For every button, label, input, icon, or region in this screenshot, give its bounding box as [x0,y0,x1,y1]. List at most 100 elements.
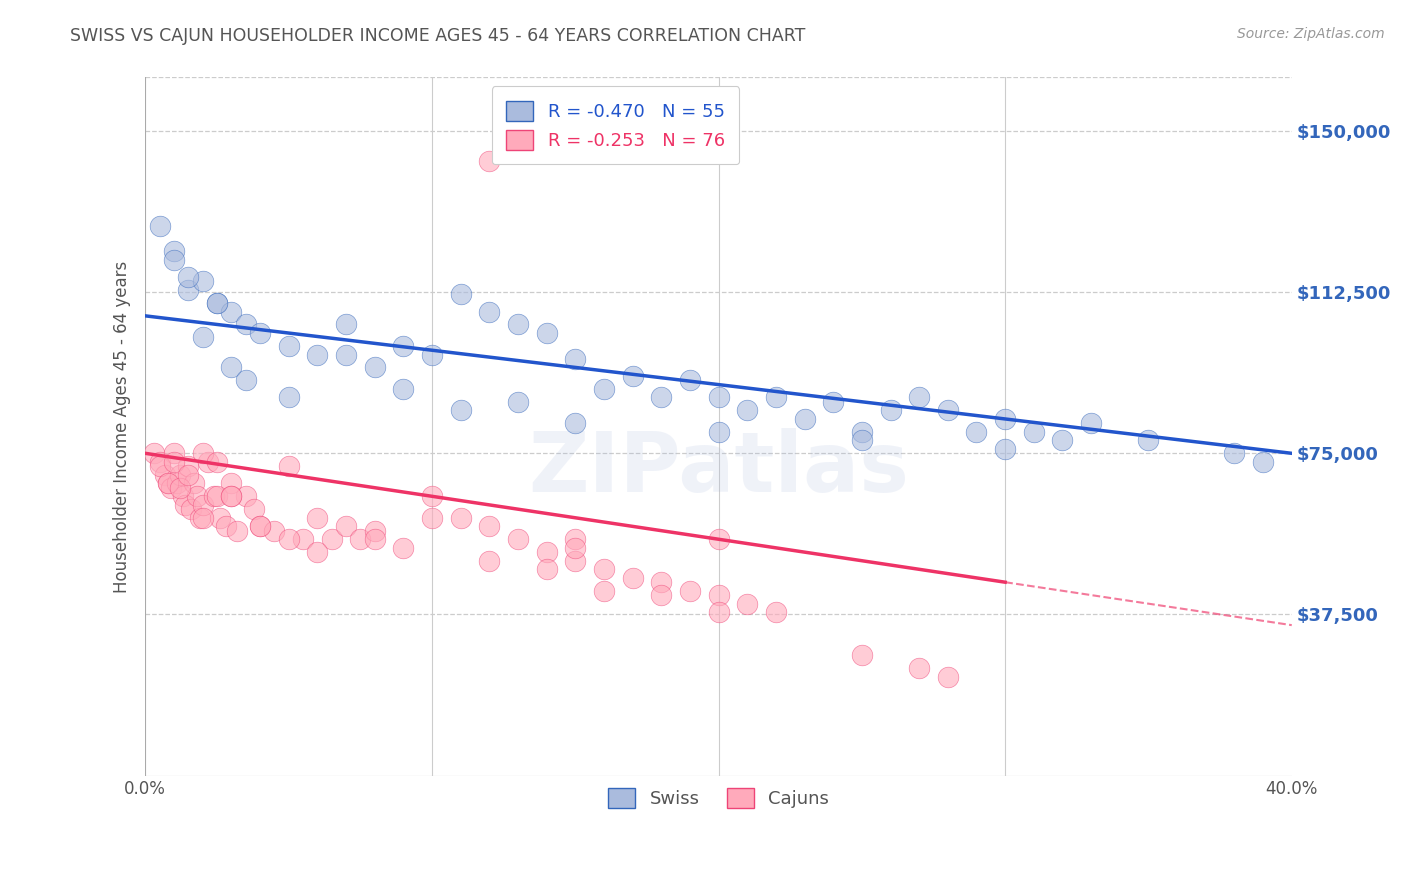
Point [392,382,415,396]
Point [478,154,501,169]
Point [188,510,211,524]
Point [1022,425,1045,439]
Point [169,467,191,482]
Text: SWISS VS CAJUN HOUSEHOLDER INCOME AGES 45 - 64 YEARS CORRELATION CHART: SWISS VS CAJUN HOUSEHOLDER INCOME AGES 4… [70,27,806,45]
Point [221,476,243,491]
Point [908,391,931,405]
Point [420,347,443,361]
Point [191,275,214,289]
Point [564,416,586,430]
Point [450,287,472,301]
Point [191,330,214,344]
Point [235,489,257,503]
Point [191,510,214,524]
Point [707,533,730,547]
Point [536,545,558,559]
Point [163,252,186,267]
Point [593,382,616,396]
Point [205,296,228,310]
Point [593,562,616,576]
Point [243,502,266,516]
Point [823,394,845,409]
Point [197,455,219,469]
Point [506,533,529,547]
Point [208,510,231,524]
Point [650,575,672,590]
Point [177,467,200,482]
Point [214,519,236,533]
Point [277,533,299,547]
Point [180,502,202,516]
Point [478,519,501,533]
Point [936,403,959,417]
Point [593,583,616,598]
Point [363,360,385,375]
Point [191,498,214,512]
Point [994,442,1017,456]
Point [149,219,172,233]
Point [879,403,901,417]
Point [994,412,1017,426]
Point [420,510,443,524]
Point [707,588,730,602]
Point [536,562,558,576]
Point [851,648,873,663]
Point [335,347,357,361]
Point [450,510,472,524]
Point [564,541,586,555]
Point [936,670,959,684]
Point [420,489,443,503]
Point [221,489,243,503]
Legend: Swiss, Cajuns: Swiss, Cajuns [600,781,837,815]
Point [349,533,371,547]
Point [291,533,314,547]
Point [765,605,787,619]
Point [707,425,730,439]
Point [506,394,529,409]
Point [221,304,243,318]
Point [235,373,257,387]
Point [908,661,931,675]
Point [564,351,586,366]
Point [177,270,200,285]
Text: ZIPatlas: ZIPatlas [529,428,910,508]
Point [851,434,873,448]
Point [1080,416,1102,430]
Point [966,425,988,439]
Point [149,455,172,469]
Point [478,304,501,318]
Point [307,545,329,559]
Point [166,476,188,491]
Point [335,519,357,533]
Point [363,524,385,538]
Point [478,554,501,568]
Point [564,554,586,568]
Point [183,476,205,491]
Point [221,489,243,503]
Point [226,524,249,538]
Point [1223,446,1246,460]
Point [149,459,172,474]
Point [172,489,194,503]
Point [191,446,214,460]
Point [392,339,415,353]
Point [163,455,186,469]
Point [249,519,271,533]
Point [450,403,472,417]
Point [793,412,815,426]
Point [277,459,299,474]
Point [163,446,186,460]
Point [263,524,285,538]
Point [1137,434,1160,448]
Point [621,369,644,384]
Point [679,373,702,387]
Point [363,533,385,547]
Point [506,318,529,332]
Point [536,326,558,340]
Point [160,481,183,495]
Point [277,391,299,405]
Point [707,605,730,619]
Point [851,425,873,439]
Point [205,455,228,469]
Point [202,489,225,503]
